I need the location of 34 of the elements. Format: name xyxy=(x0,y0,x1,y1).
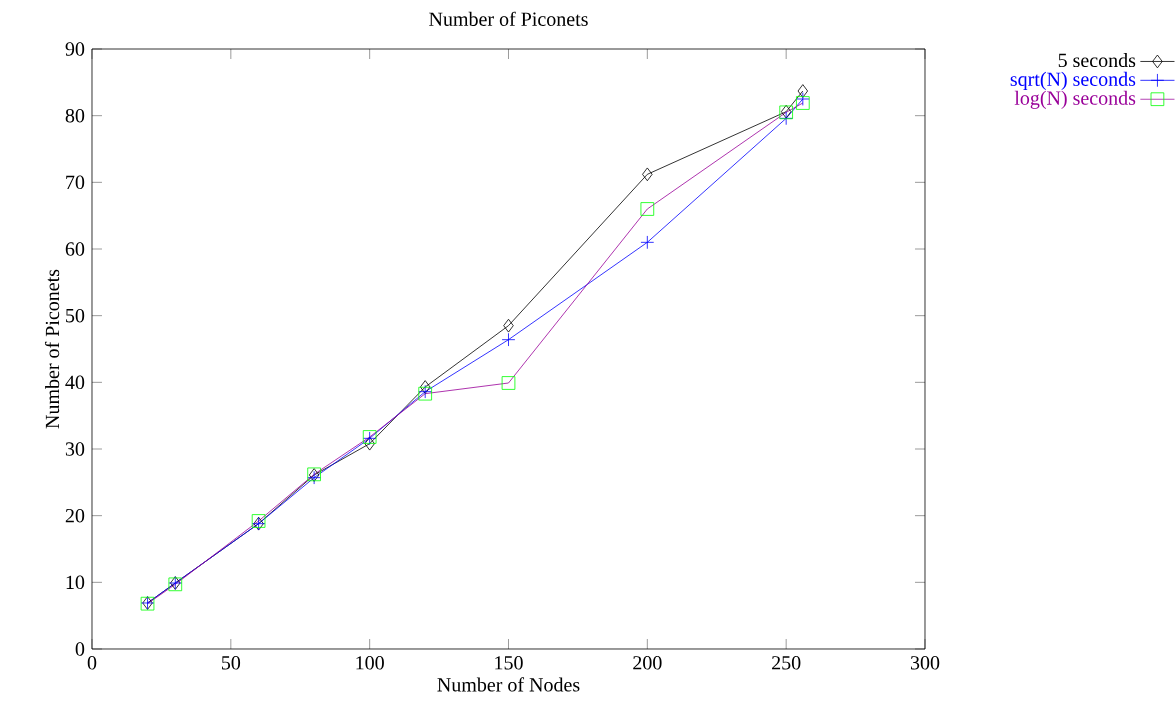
legend-label: log(N) seconds xyxy=(1014,90,1136,109)
point xyxy=(796,92,810,106)
point xyxy=(501,376,516,390)
y-tick-label: 40 xyxy=(65,375,85,390)
x-tick-label: 50 xyxy=(221,656,241,670)
point xyxy=(640,202,655,216)
x-axis-title: Number of Nodes xyxy=(437,677,580,692)
y-tick-label: 80 xyxy=(65,108,85,123)
y-axis-title: Number of Piconets xyxy=(44,269,60,429)
legend-label: 5 seconds xyxy=(1058,52,1136,68)
point xyxy=(796,96,810,110)
y-tick-label: 50 xyxy=(66,308,85,323)
x-tick-label: 0 xyxy=(87,656,97,670)
x-tick-label: 300 xyxy=(910,656,940,670)
y-tick-label: 20 xyxy=(65,508,85,523)
point xyxy=(797,84,809,98)
point xyxy=(640,235,655,250)
chart-title: Number of Piconets xyxy=(429,11,588,26)
y-tick-label: 30 xyxy=(65,442,85,456)
x-tick-label: 100 xyxy=(356,656,384,670)
point xyxy=(642,167,653,182)
y-tick-label: 10 xyxy=(66,575,85,590)
y-tick-label: 0 xyxy=(75,642,85,656)
y-tick-label: 60 xyxy=(65,242,85,256)
y-tick-label: 90 xyxy=(65,42,85,56)
point xyxy=(503,318,514,333)
legend-label: sqrt(N) seconds xyxy=(1010,71,1136,91)
x-tick-label: 200 xyxy=(633,656,662,670)
x-tick-label: 150 xyxy=(495,656,523,670)
y-tick-label: 70 xyxy=(66,175,85,190)
point xyxy=(501,332,516,347)
x-tick-label: 250 xyxy=(772,656,801,670)
point xyxy=(364,436,375,451)
point xyxy=(420,380,431,394)
